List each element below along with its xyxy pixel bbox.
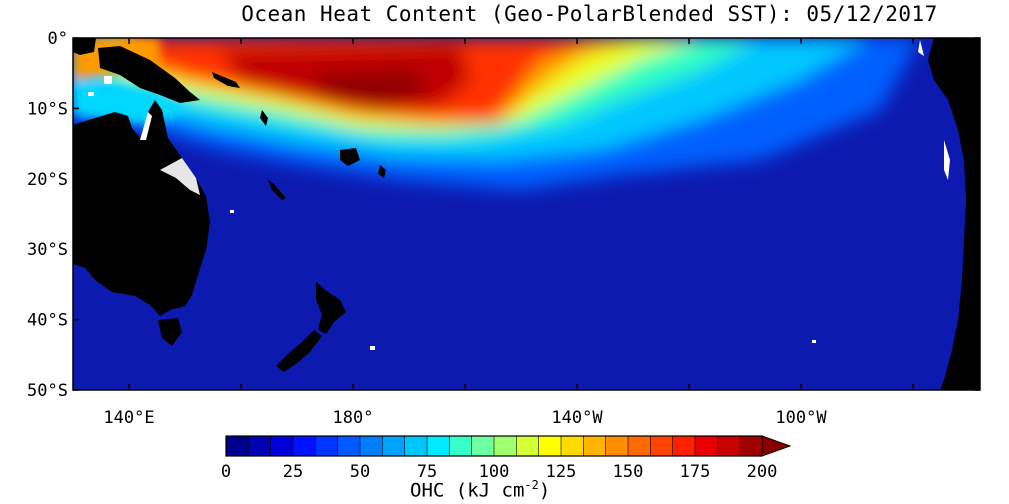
land-masses [73, 38, 980, 390]
colorbar-swatch [494, 436, 517, 456]
colorbar-tick-label: 25 [283, 462, 303, 482]
colorbar-tick-label: 125 [546, 462, 577, 482]
colorbar-swatch [695, 436, 718, 456]
colorbar-swatch [315, 436, 339, 456]
colorbar-swatch [248, 436, 272, 456]
lon-tick-label: 140°E [103, 408, 154, 428]
colorbar-tick-label: 100 [479, 462, 510, 482]
colorbar-tick-label: 175 [680, 462, 711, 482]
colorbar-swatch [337, 436, 361, 456]
colorbar-tick-label: 50 [350, 462, 370, 482]
colorbar-title: OHC (kJ cm-2) [410, 478, 550, 501]
colorbar-title-main: OHC (kJ cm [410, 479, 525, 502]
colorbar-swatch [538, 436, 562, 456]
lon-tick-label: 140°W [551, 408, 603, 428]
colorbar-swatch [382, 436, 406, 456]
lat-tick-label: 30°S [27, 240, 68, 260]
colorbar-ticks: 0 25 50 75 100 125 150 175 200 [221, 462, 777, 482]
colorbar-swatch [516, 436, 540, 456]
colorbar-title-end: ) [538, 479, 551, 502]
colorbar-swatch [605, 436, 629, 456]
colorbar-swatch [449, 436, 473, 456]
lon-tick-label: 100°W [775, 408, 827, 428]
colorbar-tick-label: 200 [747, 462, 778, 482]
colorbar-frame [225, 435, 763, 457]
colorbar-swatch [226, 436, 249, 456]
lon-tick-label: 180° [333, 408, 374, 428]
lat-tick-label: 20°S [27, 170, 68, 190]
colorbar-swatch [427, 436, 450, 456]
colorbar-tick-label: 150 [613, 462, 644, 482]
lat-tick-label: 0° [48, 29, 68, 49]
colorbar-swatch [717, 436, 741, 456]
colorbar [225, 435, 792, 457]
colorbar-swatch [583, 436, 607, 456]
latitude-axis: 0° 10°S 20°S 30°S 40°S 50°S [27, 29, 980, 401]
colorbar-swatch [739, 436, 763, 456]
land-new-zealand-north [316, 282, 346, 334]
chart-title: Ocean Heat Content (Geo-PolarBlended SST… [241, 2, 938, 26]
colorbar-swatch [270, 436, 294, 456]
land-tasmania [158, 318, 182, 346]
lat-tick-label: 10°S [27, 99, 68, 119]
longitude-axis: 140°E 180° 140°W 100°W [103, 38, 914, 428]
colorbar-swatch [650, 436, 674, 456]
land-south-america [928, 38, 980, 390]
land-new-guinea [98, 46, 200, 103]
colorbar-swatch [672, 436, 696, 456]
map-plot-area [73, 38, 980, 390]
colorbar-overflow-arrow [761, 435, 792, 457]
colorbar-swatch [628, 436, 651, 456]
coastline-highlights [88, 40, 950, 350]
colorbar-tick-label: 0 [221, 462, 231, 482]
colorbar-tick-label: 75 [417, 462, 437, 482]
map-frame [72, 37, 981, 391]
lat-tick-label: 50°S [27, 381, 68, 401]
colorbar-swatch [471, 436, 495, 456]
colorbar-title-exponent: -2 [524, 478, 539, 492]
colorbar-swatch [360, 436, 383, 456]
lat-tick-label: 40°S [27, 311, 68, 331]
colorbar-swatch [404, 436, 428, 456]
land-australia [73, 100, 210, 316]
colorbar-swatch [561, 436, 584, 456]
colorbar-swatch [293, 436, 316, 456]
land-new-zealand-south [276, 330, 322, 372]
